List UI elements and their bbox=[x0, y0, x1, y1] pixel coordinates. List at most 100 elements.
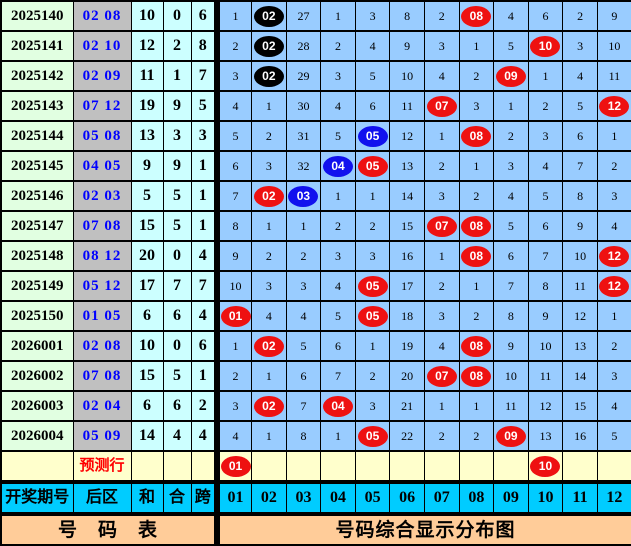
grid-cell: 8 bbox=[562, 180, 598, 212]
grid-cell: 3 bbox=[251, 150, 287, 182]
lottery-ball-black: 02 bbox=[253, 65, 284, 87]
lottery-ball-red: 05 bbox=[357, 155, 388, 177]
grid-cell: 8 bbox=[214, 210, 253, 242]
grid-cell: 30 bbox=[285, 90, 322, 122]
grid-cell: 11 bbox=[493, 390, 529, 422]
header-num-12: 12 bbox=[596, 480, 631, 515]
grid-cell: 08 bbox=[458, 240, 495, 272]
period-cell: 2025148 bbox=[0, 240, 74, 272]
lottery-ball-red: 07 bbox=[426, 95, 457, 117]
prediction-sum-cell bbox=[130, 450, 164, 483]
grid-cell: 03 bbox=[285, 180, 322, 212]
lottery-ball-red: 02 bbox=[253, 395, 284, 417]
grid-cell: 3 bbox=[354, 0, 391, 32]
span-cell: 7 bbox=[190, 270, 218, 302]
grid-cell: 1 bbox=[251, 360, 287, 392]
grid-cell: 4 bbox=[562, 60, 598, 92]
grid-cell: 4 bbox=[214, 420, 253, 452]
grid-cell: 5 bbox=[562, 90, 598, 122]
lottery-ball-blue: 03 bbox=[288, 185, 319, 207]
period-cell: 2026002 bbox=[0, 360, 74, 392]
tail-cell: 1 bbox=[162, 60, 192, 92]
grid-cell: 6 bbox=[527, 0, 564, 32]
period-cell: 2025143 bbox=[0, 90, 74, 122]
grid-cell: 10 bbox=[562, 240, 598, 272]
grid-cell: 12 bbox=[596, 90, 631, 122]
grid-cell: 7 bbox=[562, 150, 598, 182]
prediction-grid-cell bbox=[285, 450, 322, 483]
grid-cell: 1 bbox=[251, 210, 287, 242]
grid-cell: 1 bbox=[214, 0, 253, 32]
grid-cell: 2 bbox=[423, 0, 460, 32]
span-cell: 8 bbox=[190, 30, 218, 62]
grid-cell: 11 bbox=[389, 90, 425, 122]
grid-cell: 15 bbox=[562, 390, 598, 422]
grid-cell: 08 bbox=[458, 120, 495, 152]
header-num-08: 08 bbox=[458, 480, 495, 515]
lottery-ball-black: 02 bbox=[253, 35, 284, 57]
prediction-label: 预测行 bbox=[72, 450, 132, 483]
grid-cell: 13 bbox=[562, 330, 598, 362]
prediction-grid-cell bbox=[596, 450, 631, 483]
grid-cell: 11 bbox=[596, 60, 631, 92]
lottery-ball-red: 10 bbox=[530, 35, 561, 57]
grid-cell: 1 bbox=[493, 90, 529, 122]
grid-cell: 04 bbox=[320, 150, 356, 182]
sum-cell: 15 bbox=[130, 210, 164, 242]
grid-cell: 7 bbox=[493, 270, 529, 302]
grid-cell: 9 bbox=[389, 30, 425, 62]
grid-cell: 13 bbox=[527, 420, 564, 452]
grid-cell: 5 bbox=[527, 180, 564, 212]
grid-cell: 05 bbox=[354, 420, 391, 452]
period-cell: 2025141 bbox=[0, 30, 74, 62]
header-num-07: 07 bbox=[423, 480, 460, 515]
rear-numbers-cell: 07 08 bbox=[72, 360, 132, 392]
rear-numbers-cell: 04 05 bbox=[72, 150, 132, 182]
grid-cell: 3 bbox=[354, 240, 391, 272]
grid-cell: 9 bbox=[562, 210, 598, 242]
span-cell: 4 bbox=[190, 240, 218, 272]
grid-cell: 2 bbox=[458, 420, 495, 452]
lottery-ball-red: 07 bbox=[426, 365, 457, 387]
grid-cell: 2 bbox=[423, 420, 460, 452]
period-cell: 2025150 bbox=[0, 300, 74, 332]
grid-cell: 2 bbox=[354, 210, 391, 242]
prediction-grid-cell bbox=[354, 450, 391, 483]
grid-cell: 5 bbox=[214, 120, 253, 152]
grid-cell: 12 bbox=[562, 300, 598, 332]
grid-cell: 3 bbox=[596, 360, 631, 392]
grid-cell: 14 bbox=[389, 180, 425, 212]
rear-numbers-cell: 02 08 bbox=[72, 0, 132, 32]
grid-cell: 4 bbox=[320, 270, 356, 302]
grid-cell: 5 bbox=[320, 300, 356, 332]
grid-cell: 6 bbox=[493, 240, 529, 272]
grid-cell: 8 bbox=[389, 0, 425, 32]
grid-cell: 2 bbox=[493, 120, 529, 152]
grid-cell: 3 bbox=[423, 30, 460, 62]
tail-cell: 6 bbox=[162, 300, 192, 332]
lottery-ball-red: 02 bbox=[253, 335, 284, 357]
table-row: 2025148 08 12 20 0 4 9 2 2 3 3 16 1 08 6 7 10 12 bbox=[0, 240, 631, 272]
lottery-ball-red: 08 bbox=[461, 5, 492, 27]
period-cell: 2026003 bbox=[0, 390, 74, 422]
grid-cell: 10 bbox=[596, 30, 631, 62]
table-row: 2025142 02 09 11 1 7 3 02 29 3 5 10 4 2 09 1 4 11 bbox=[0, 60, 631, 92]
span-cell: 6 bbox=[190, 330, 218, 362]
grid-cell: 3 bbox=[423, 180, 460, 212]
grid-cell: 08 bbox=[458, 0, 495, 32]
lottery-ball-red: 08 bbox=[461, 125, 492, 147]
lottery-ball-red: 09 bbox=[495, 425, 526, 447]
grid-cell: 17 bbox=[389, 270, 425, 302]
grid-cell: 12 bbox=[389, 120, 425, 152]
grid-cell: 3 bbox=[423, 300, 460, 332]
prediction-grid-cell bbox=[251, 450, 287, 483]
grid-cell: 1 bbox=[354, 180, 391, 212]
grid-cell: 3 bbox=[214, 390, 253, 422]
grid-cell: 7 bbox=[320, 360, 356, 392]
grid-cell: 2 bbox=[458, 300, 495, 332]
sum-cell: 6 bbox=[130, 300, 164, 332]
prediction-grid-cell bbox=[493, 450, 529, 483]
grid-cell: 27 bbox=[285, 0, 322, 32]
